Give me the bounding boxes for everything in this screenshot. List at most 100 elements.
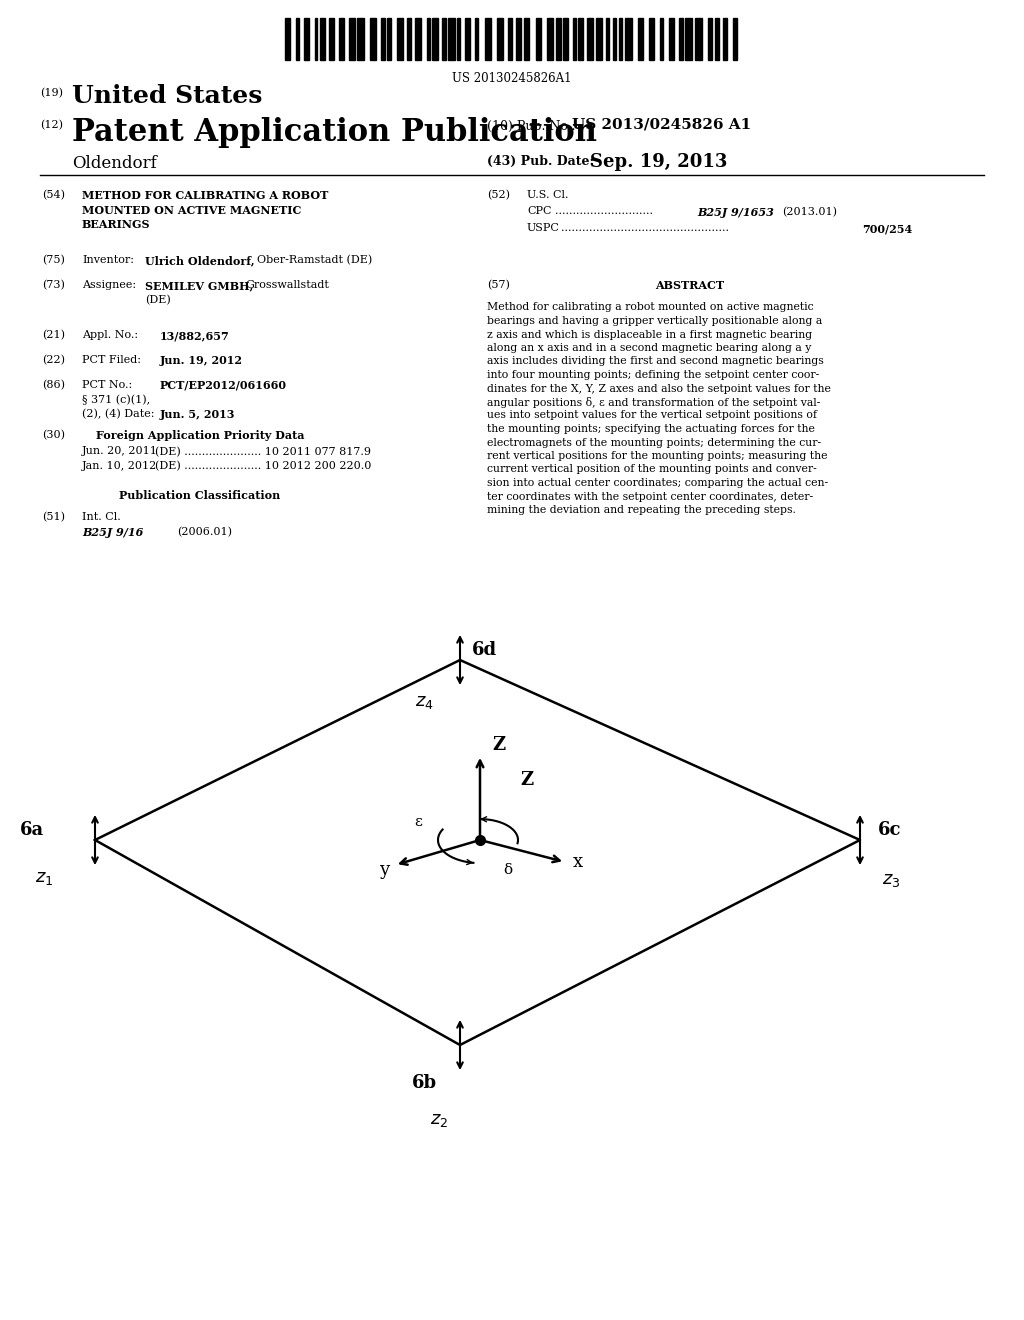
Text: (DE) ...................... 10 2011 077 817.9: (DE) ...................... 10 2011 077 … — [155, 446, 371, 457]
Text: CPC: CPC — [527, 206, 552, 216]
Text: Oldendorf: Oldendorf — [72, 154, 157, 172]
Text: Int. Cl.: Int. Cl. — [82, 512, 121, 521]
Text: (10) Pub. No.:: (10) Pub. No.: — [487, 120, 575, 133]
Bar — [620, 18, 622, 59]
Text: rent vertical positions for the mounting points; measuring the: rent vertical positions for the mounting… — [487, 451, 827, 461]
Text: Jun. 20, 2011: Jun. 20, 2011 — [82, 446, 158, 457]
Bar — [547, 18, 553, 59]
Text: z axis and which is displaceable in a first magnetic bearing: z axis and which is displaceable in a fi… — [487, 330, 812, 339]
Text: Appl. No.:: Appl. No.: — [82, 330, 138, 341]
Text: ε: ε — [414, 814, 422, 829]
Text: ues into setpoint values for the vertical setpoint positions of: ues into setpoint values for the vertica… — [487, 411, 817, 421]
Bar — [679, 18, 683, 59]
Text: (51): (51) — [42, 512, 65, 523]
Text: Inventor:: Inventor: — [82, 255, 134, 265]
Bar — [357, 18, 364, 59]
Text: Jan. 10, 2012: Jan. 10, 2012 — [82, 461, 158, 471]
Text: ................................................: ........................................… — [561, 223, 729, 234]
Text: 6b: 6b — [412, 1074, 437, 1092]
Text: $z_1$: $z_1$ — [35, 869, 53, 887]
Text: $z_4$: $z_4$ — [415, 693, 434, 711]
Text: (73): (73) — [42, 280, 65, 290]
Text: $z_2$: $z_2$ — [430, 1111, 449, 1129]
Text: (54): (54) — [42, 190, 65, 201]
Bar — [339, 18, 344, 59]
Text: (21): (21) — [42, 330, 65, 341]
Bar — [587, 18, 593, 59]
Text: (30): (30) — [42, 430, 65, 441]
Text: (75): (75) — [42, 255, 65, 265]
Text: METHOD FOR CALIBRATING A ROBOT: METHOD FOR CALIBRATING A ROBOT — [82, 190, 329, 201]
Text: dinates for the X, Y, Z axes and also the setpoint values for the: dinates for the X, Y, Z axes and also th… — [487, 384, 830, 393]
Bar — [315, 18, 317, 59]
Bar — [348, 18, 355, 59]
Bar — [415, 18, 421, 59]
Bar — [474, 18, 478, 59]
Bar — [427, 18, 430, 59]
Text: B25J 9/1653: B25J 9/1653 — [697, 206, 774, 218]
Text: (86): (86) — [42, 380, 65, 391]
Bar — [649, 18, 654, 59]
Text: BEARINGS: BEARINGS — [82, 219, 151, 230]
Text: 6d: 6d — [472, 642, 497, 659]
Bar — [442, 18, 445, 59]
Text: Jun. 5, 2013: Jun. 5, 2013 — [160, 409, 236, 420]
Bar — [708, 18, 712, 59]
Bar — [638, 18, 643, 59]
Text: 6c: 6c — [878, 821, 901, 840]
Text: (43) Pub. Date:: (43) Pub. Date: — [487, 154, 594, 168]
Bar — [613, 18, 615, 59]
Text: angular positions δ, ε and transformation of the setpoint val-: angular positions δ, ε and transformatio… — [487, 397, 820, 408]
Text: (DE): (DE) — [145, 294, 171, 305]
Text: Z: Z — [492, 737, 505, 754]
Text: Method for calibrating a robot mounted on active magnetic: Method for calibrating a robot mounted o… — [487, 302, 814, 313]
Bar — [484, 18, 490, 59]
Bar — [536, 18, 541, 59]
Text: (2006.01): (2006.01) — [177, 527, 232, 537]
Bar — [695, 18, 701, 59]
Text: Publication Classification: Publication Classification — [120, 490, 281, 502]
Text: bearings and having a gripper vertically positionable along a: bearings and having a gripper vertically… — [487, 315, 822, 326]
Bar — [296, 18, 299, 59]
Text: sion into actual center coordinates; comparing the actual cen-: sion into actual center coordinates; com… — [487, 478, 828, 488]
Text: U.S. Cl.: U.S. Cl. — [527, 190, 568, 201]
Text: $z_3$: $z_3$ — [882, 871, 900, 888]
Bar — [596, 18, 602, 59]
Text: current vertical position of the mounting points and conver-: current vertical position of the mountin… — [487, 465, 817, 474]
Text: (19): (19) — [40, 88, 63, 98]
Bar — [449, 18, 455, 59]
Bar — [397, 18, 403, 59]
Text: Ober-Ramstadt (DE): Ober-Ramstadt (DE) — [257, 255, 373, 265]
Text: Jun. 19, 2012: Jun. 19, 2012 — [160, 355, 243, 366]
Text: (12): (12) — [40, 120, 63, 131]
Bar — [285, 18, 290, 59]
Bar — [524, 18, 529, 59]
Bar — [497, 18, 503, 59]
Bar — [556, 18, 561, 59]
Text: Assignee:: Assignee: — [82, 280, 136, 290]
Bar — [329, 18, 334, 59]
Text: δ: δ — [504, 863, 513, 876]
Text: United States: United States — [72, 84, 262, 108]
Text: Grosswallstadt: Grosswallstadt — [245, 280, 329, 290]
Bar — [508, 18, 512, 59]
Text: ter coordinates with the setpoint center coordinates, deter-: ter coordinates with the setpoint center… — [487, 491, 813, 502]
Bar — [605, 18, 609, 59]
Text: 700/254: 700/254 — [862, 223, 912, 234]
Bar — [563, 18, 568, 59]
Bar — [723, 18, 726, 59]
Bar — [516, 18, 521, 59]
Text: the mounting points; specifying the actuating forces for the: the mounting points; specifying the actu… — [487, 424, 815, 434]
Text: MOUNTED ON ACTIVE MAGNETIC: MOUNTED ON ACTIVE MAGNETIC — [82, 205, 301, 215]
Text: (22): (22) — [42, 355, 65, 366]
Text: PCT/EP2012/061660: PCT/EP2012/061660 — [160, 380, 287, 391]
Text: B25J 9/16: B25J 9/16 — [82, 527, 143, 537]
Text: Z: Z — [520, 771, 534, 789]
Bar — [381, 18, 385, 59]
Text: y: y — [379, 861, 389, 879]
Bar — [716, 18, 719, 59]
Text: Foreign Application Priority Data: Foreign Application Priority Data — [96, 430, 304, 441]
Text: Patent Application Publication: Patent Application Publication — [72, 117, 597, 148]
Bar — [432, 18, 438, 59]
Text: SEMILEV GMBH,: SEMILEV GMBH, — [145, 280, 253, 290]
